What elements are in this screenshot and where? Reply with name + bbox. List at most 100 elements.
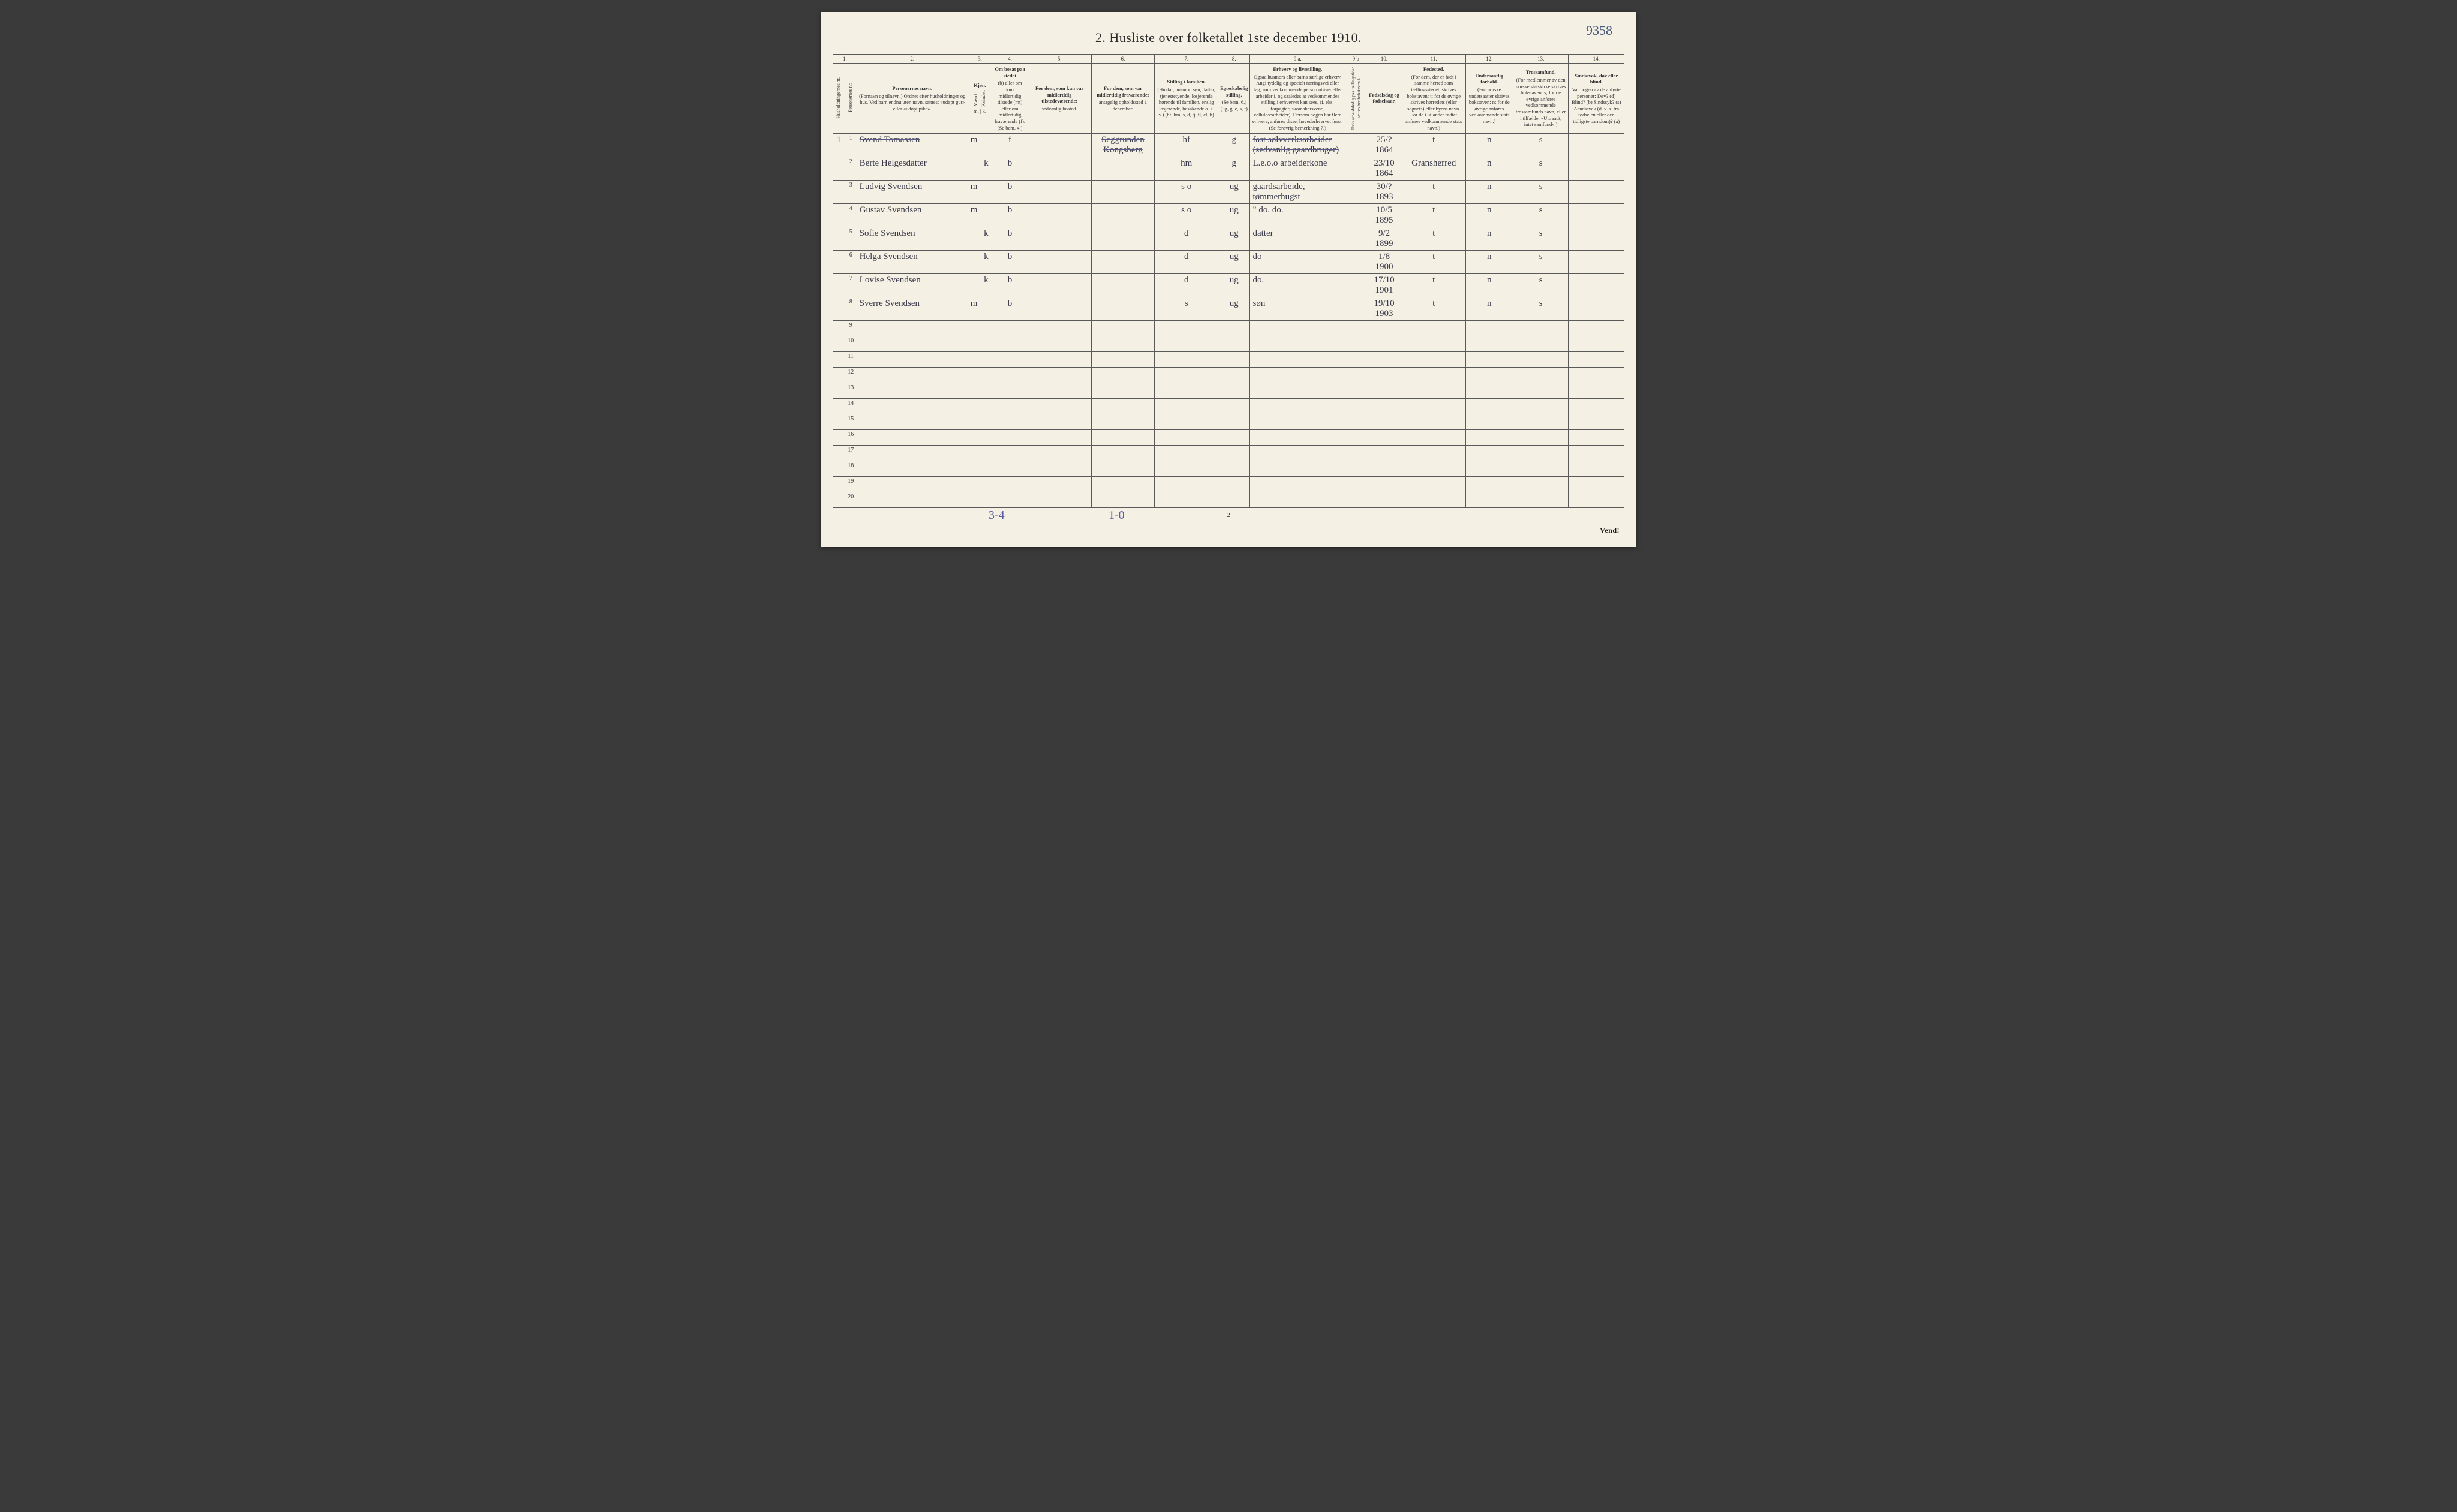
colnum: 3.: [968, 55, 992, 64]
cell-col6: [1091, 297, 1155, 321]
cell-name: Gustav Svendsen: [857, 204, 968, 227]
colnum: 11.: [1402, 55, 1465, 64]
cell-empty: [857, 399, 968, 414]
cell-person-nr: 2: [845, 157, 857, 181]
cell-marital: ug: [1218, 181, 1250, 204]
cell-empty: [1569, 336, 1624, 352]
cell-empty: [1028, 321, 1091, 336]
cell-empty: [968, 321, 980, 336]
cell-sex-m: m: [968, 297, 980, 321]
cell-empty: [968, 492, 980, 508]
header-nationality: Undersaatlig forhold.(For norske undersa…: [1465, 64, 1513, 134]
cell-family: s: [1155, 297, 1218, 321]
cell-family: s o: [1155, 181, 1218, 204]
cell-empty: [1513, 321, 1569, 336]
cell-empty: [1091, 368, 1155, 383]
cell-empty: [968, 336, 980, 352]
cell-empty: [1465, 352, 1513, 368]
cell-empty: [1250, 414, 1345, 430]
cell-sex-k: [980, 204, 992, 227]
cell-empty: [1513, 368, 1569, 383]
cell-empty: [857, 321, 968, 336]
cell-empty: [968, 352, 980, 368]
cell-empty: [1366, 368, 1402, 383]
cell-empty: [1091, 446, 1155, 461]
cell-household-nr: [833, 383, 845, 399]
colnum: 12.: [1465, 55, 1513, 64]
cell-empty: [992, 336, 1028, 352]
cell-household-nr: [833, 157, 845, 181]
cell-empty: [992, 414, 1028, 430]
cell-empty: [1366, 492, 1402, 508]
table-row: 11: [833, 352, 1624, 368]
cell-empty: [1218, 321, 1250, 336]
cell-empty: [1155, 352, 1218, 368]
cell-family: d: [1155, 274, 1218, 297]
cell-empty: [1345, 399, 1366, 414]
cell-sex-k: k: [980, 227, 992, 251]
tally-mark-2: 1-0: [1109, 509, 1125, 522]
cell-empty: [1345, 477, 1366, 492]
cell-empty: [1402, 446, 1465, 461]
cell-empty: [1366, 399, 1402, 414]
page-title: 2. Husliste over folketallet 1ste decemb…: [833, 30, 1624, 46]
cell-col5: [1028, 157, 1091, 181]
cell-sex-m: [968, 251, 980, 274]
cell-household-nr: [833, 227, 845, 251]
cell-sex-m: m: [968, 134, 980, 157]
table-row: 10: [833, 336, 1624, 352]
column-number-row: 1. 2. 3. 4. 5. 6. 7. 8. 9 a. 9 b 10. 11.…: [833, 55, 1624, 64]
cell-empty: [1218, 368, 1250, 383]
cell-empty: [1513, 336, 1569, 352]
cell-disability: [1569, 181, 1624, 204]
cell-empty: [1250, 477, 1345, 492]
table-row: 3Ludvig Svendsenmbs ouggaardsarbeide, tø…: [833, 181, 1624, 204]
cell-person-nr: 4: [845, 204, 857, 227]
cell-family: s o: [1155, 204, 1218, 227]
cell-empty: [1402, 414, 1465, 430]
cell-empty: [992, 430, 1028, 446]
cell-household-nr: [833, 297, 845, 321]
cell-empty: [1218, 446, 1250, 461]
cell-marital: ug: [1218, 227, 1250, 251]
colnum: 9 b: [1345, 55, 1366, 64]
cell-empty: [1569, 414, 1624, 430]
cell-marital: ug: [1218, 297, 1250, 321]
cell-sex-k: k: [980, 251, 992, 274]
header-person-nr: Personernes nr.: [845, 64, 857, 134]
cell-occupation: fast sølvverksarbeider (sedvanlig gaardb…: [1250, 134, 1345, 157]
cell-empty: [1569, 446, 1624, 461]
cell-empty: [1250, 446, 1345, 461]
cell-household-nr: [833, 274, 845, 297]
cell-empty: [1513, 383, 1569, 399]
cell-birthdate: 1/8 1900: [1366, 251, 1402, 274]
cell-empty: [857, 336, 968, 352]
cell-empty: [1366, 352, 1402, 368]
cell-col5: [1028, 251, 1091, 274]
cell-empty: [968, 414, 980, 430]
cell-col5: [1028, 227, 1091, 251]
cell-empty: [1091, 477, 1155, 492]
cell-empty: [1028, 399, 1091, 414]
footer-row: 3-4 1-0 2: [833, 512, 1624, 519]
header-occupation: Erhverv og livsstilling.Ogsaa husmors el…: [1250, 64, 1345, 134]
cell-empty: [1569, 368, 1624, 383]
cell-empty: [1250, 368, 1345, 383]
cell-occupation: gaardsarbeide, tømmerhugst: [1250, 181, 1345, 204]
cell-empty: [1155, 336, 1218, 352]
cell-birthplace: t: [1402, 134, 1465, 157]
cell-empty: [1155, 446, 1218, 461]
cell-empty: [992, 383, 1028, 399]
cell-birthdate: 19/10 1903: [1366, 297, 1402, 321]
cell-religion: s: [1513, 297, 1569, 321]
cell-empty: [1465, 368, 1513, 383]
cell-sex-m: m: [968, 181, 980, 204]
cell-disability: [1569, 251, 1624, 274]
cell-empty: [980, 414, 992, 430]
cell-disability: [1569, 157, 1624, 181]
page-number: 2: [833, 512, 1624, 519]
cell-empty: [1028, 414, 1091, 430]
cell-family: d: [1155, 251, 1218, 274]
cell-empty: [968, 430, 980, 446]
cell-empty: [1155, 414, 1218, 430]
